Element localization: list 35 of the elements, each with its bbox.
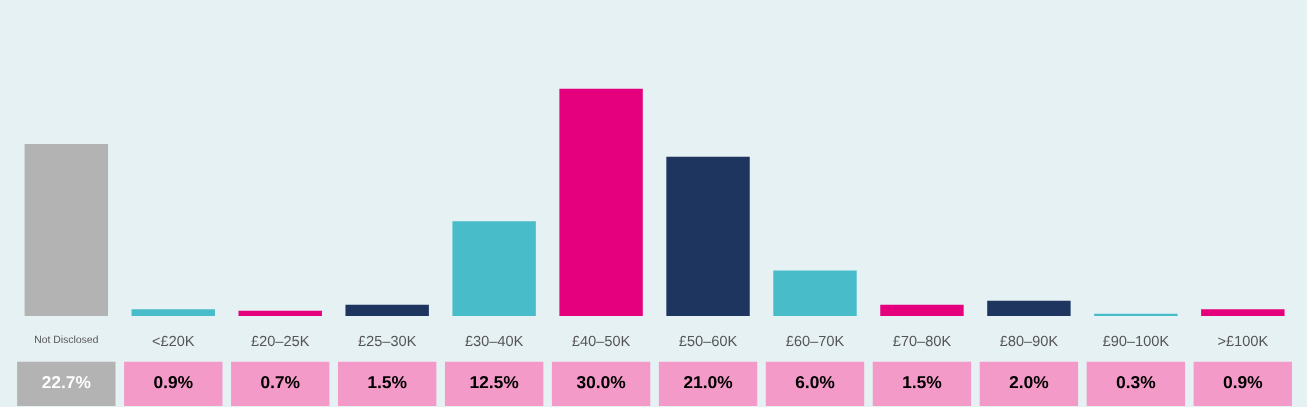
data-label: 2.0% <box>1009 375 1049 389</box>
data-label: 30.0% <box>576 375 626 389</box>
x-tick-label: £80–90K <box>1000 335 1058 347</box>
bar <box>452 221 536 316</box>
bar <box>666 156 750 316</box>
bar <box>1201 309 1285 316</box>
bar <box>559 88 643 316</box>
x-tick-label: £30–40K <box>465 335 524 347</box>
data-label: 0.9% <box>1223 375 1263 389</box>
x-tick-label: £20–25K <box>251 335 310 347</box>
x-tick-label: <£20K <box>152 335 195 347</box>
x-tick-label: >£100K <box>1218 335 1269 347</box>
x-tick-label: £90–100K <box>1103 335 1169 347</box>
data-label: 1.5% <box>368 376 407 389</box>
bar <box>987 300 1071 316</box>
bar <box>24 143 109 316</box>
data-label: 0.7% <box>261 375 300 389</box>
bar <box>880 304 964 316</box>
data-label: 0.3% <box>1116 375 1156 389</box>
x-tick-label: £25–30K <box>358 335 417 347</box>
data-label: 6.0% <box>795 375 835 389</box>
data-label: 1.5% <box>903 376 942 389</box>
data-label: 0.9% <box>154 375 193 389</box>
data-label: 21.0% <box>684 375 733 389</box>
bar <box>345 304 429 316</box>
x-tick-label: Not Disclosed <box>35 335 98 344</box>
bar <box>773 270 857 316</box>
data-label: 12.5% <box>470 375 519 389</box>
x-tick-label: £50–60K <box>679 335 738 347</box>
x-tick-label: £70–80K <box>893 335 951 347</box>
x-tick-label: £40–50K <box>572 335 631 347</box>
bar <box>131 309 215 316</box>
data-label: 22.7% <box>42 375 91 389</box>
bar <box>238 310 322 316</box>
x-tick-label: £60–70K <box>786 335 845 347</box>
